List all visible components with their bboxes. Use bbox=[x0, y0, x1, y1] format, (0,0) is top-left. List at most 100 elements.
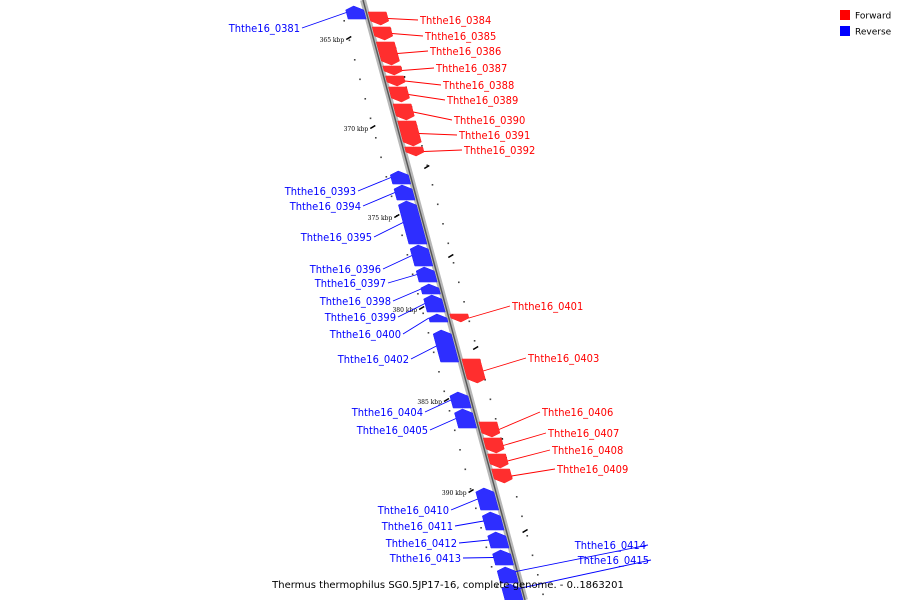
gene-label[interactable]: Ththe16_0391 bbox=[458, 129, 530, 142]
gene-label[interactable]: Ththe16_0390 bbox=[453, 114, 525, 127]
gene-arrow-shade bbox=[497, 567, 519, 583]
gene-label[interactable]: Ththe16_0393 bbox=[284, 185, 356, 198]
scale-tick-label: 365 kbp bbox=[320, 37, 345, 44]
gene-label[interactable]: Ththe16_0409 bbox=[556, 463, 628, 476]
gene-label[interactable]: Ththe16_0398 bbox=[319, 295, 391, 308]
gene-arrow-shade bbox=[501, 584, 523, 600]
gene-label[interactable]: Ththe16_0389 bbox=[446, 94, 518, 107]
gene-arrow[interactable] bbox=[487, 453, 509, 469]
gene-label[interactable]: Ththe16_0404 bbox=[351, 406, 423, 419]
gene-arrow[interactable] bbox=[420, 283, 441, 295]
gene-arrow[interactable] bbox=[345, 5, 367, 20]
gene-label[interactable]: Ththe16_0387 bbox=[435, 62, 507, 75]
gene-label[interactable]: Ththe16_0406 bbox=[541, 406, 613, 419]
tick-dot bbox=[385, 176, 388, 178]
gene-arrow[interactable] bbox=[482, 511, 505, 531]
scale-tick-mark bbox=[522, 528, 528, 534]
gene-arrow[interactable] bbox=[432, 329, 460, 363]
gene-label[interactable]: Ththe16_0396 bbox=[309, 263, 381, 276]
gene-arrow[interactable] bbox=[388, 86, 410, 103]
gene-arrow[interactable] bbox=[496, 566, 519, 584]
gene-arrow[interactable] bbox=[475, 487, 500, 511]
tick-dot bbox=[494, 418, 497, 420]
gene-arrow[interactable] bbox=[492, 549, 514, 566]
gene-arrow[interactable] bbox=[449, 391, 472, 409]
gene-label[interactable]: Ththe16_0399 bbox=[324, 311, 396, 324]
scale-tick-label: 375 kbp bbox=[368, 215, 393, 222]
scale-tick-label: 390 kbp bbox=[442, 490, 467, 497]
gene-arrow[interactable] bbox=[409, 244, 434, 267]
gene-arrow[interactable] bbox=[461, 358, 486, 384]
gene-arrow[interactable] bbox=[375, 41, 400, 66]
gene-label[interactable]: Ththe16_0413 bbox=[389, 552, 461, 565]
gene-arrow[interactable] bbox=[392, 103, 415, 121]
gene-label[interactable]: Ththe16_0410 bbox=[377, 504, 449, 517]
gene-arrow[interactable] bbox=[371, 26, 393, 41]
gene-arrow[interactable] bbox=[428, 313, 449, 323]
gene-label[interactable]: Ththe16_0381 bbox=[228, 22, 300, 35]
gene-arrow-shade bbox=[487, 454, 509, 468]
tick-dot bbox=[452, 262, 455, 264]
gene-arrow[interactable] bbox=[482, 437, 505, 454]
legend-forward-label: Forward bbox=[855, 12, 891, 22]
gene-label[interactable]: Ththe16_0407 bbox=[547, 427, 619, 440]
legend-forward-swatch bbox=[840, 10, 850, 20]
label-leader bbox=[413, 111, 453, 121]
gene-arrow[interactable] bbox=[478, 421, 501, 438]
gene-label[interactable]: Ththe16_0402 bbox=[337, 353, 409, 366]
gene-arrow[interactable] bbox=[382, 65, 403, 76]
gene-label[interactable]: Ththe16_0403 bbox=[527, 352, 599, 365]
gene-arrow[interactable] bbox=[501, 583, 524, 600]
gene-arrow-shade bbox=[461, 359, 486, 383]
gene-label[interactable]: Ththe16_0408 bbox=[551, 444, 623, 457]
gene-arrow-shade bbox=[368, 12, 389, 25]
gene-arrow[interactable] bbox=[491, 468, 513, 484]
tick-dot bbox=[442, 223, 444, 225]
gene-arrow[interactable] bbox=[415, 266, 438, 283]
tick-dot bbox=[427, 332, 430, 334]
gene-arrow[interactable] bbox=[393, 184, 416, 201]
gene-label[interactable]: Ththe16_0394 bbox=[289, 200, 361, 213]
gene-arrow-shade bbox=[454, 409, 477, 428]
gene-label[interactable]: Ththe16_0412 bbox=[385, 537, 457, 550]
gene-label[interactable]: Ththe16_0385 bbox=[424, 30, 496, 43]
gene-arrow[interactable] bbox=[454, 408, 477, 429]
gene-arrow[interactable] bbox=[390, 170, 412, 185]
gene-arrow[interactable] bbox=[385, 75, 406, 87]
gene-label[interactable]: Ththe16_0400 bbox=[329, 328, 401, 341]
gene-arrow[interactable] bbox=[367, 11, 389, 26]
gene-label[interactable]: Ththe16_0414 bbox=[574, 539, 646, 552]
label-leader bbox=[392, 288, 422, 302]
tick-dot bbox=[436, 203, 439, 206]
gene-label[interactable]: Ththe16_0386 bbox=[429, 45, 501, 58]
gene-arrow[interactable] bbox=[487, 531, 510, 549]
gene-arrow[interactable] bbox=[423, 294, 446, 313]
gene-arrow[interactable] bbox=[397, 120, 422, 147]
scale-tick-mark bbox=[345, 35, 352, 41]
gene-label[interactable]: Ththe16_0392 bbox=[463, 144, 535, 157]
gene-label[interactable]: Ththe16_0397 bbox=[314, 277, 386, 290]
tick-dot bbox=[458, 281, 460, 284]
gene-arrow[interactable] bbox=[398, 200, 428, 245]
tick-dot bbox=[443, 390, 446, 393]
gene-label[interactable]: Ththe16_0384 bbox=[419, 14, 491, 27]
gene-arrow-shade bbox=[423, 295, 446, 312]
gene-label[interactable]: Ththe16_0415 bbox=[577, 554, 649, 567]
scale-tick-mark bbox=[369, 124, 376, 130]
gene-label[interactable]: Ththe16_0411 bbox=[381, 520, 453, 533]
label-leader bbox=[301, 12, 347, 29]
gene-arrow[interactable] bbox=[404, 146, 425, 157]
gene-arrow[interactable] bbox=[449, 313, 470, 323]
tick-dot bbox=[431, 184, 434, 186]
gene-arrow-shade bbox=[393, 104, 415, 120]
label-leader bbox=[408, 94, 446, 101]
gene-label[interactable]: Ththe16_0395 bbox=[300, 231, 372, 244]
label-leader bbox=[511, 468, 556, 477]
label-leader bbox=[373, 222, 404, 238]
gene-label[interactable]: Ththe16_0405 bbox=[356, 424, 428, 437]
gene-arrow-shade bbox=[487, 532, 509, 548]
scale-tick-mark bbox=[447, 253, 454, 259]
gene-label[interactable]: Ththe16_0388 bbox=[442, 79, 514, 92]
gene-label[interactable]: Ththe16_0401 bbox=[511, 300, 583, 313]
